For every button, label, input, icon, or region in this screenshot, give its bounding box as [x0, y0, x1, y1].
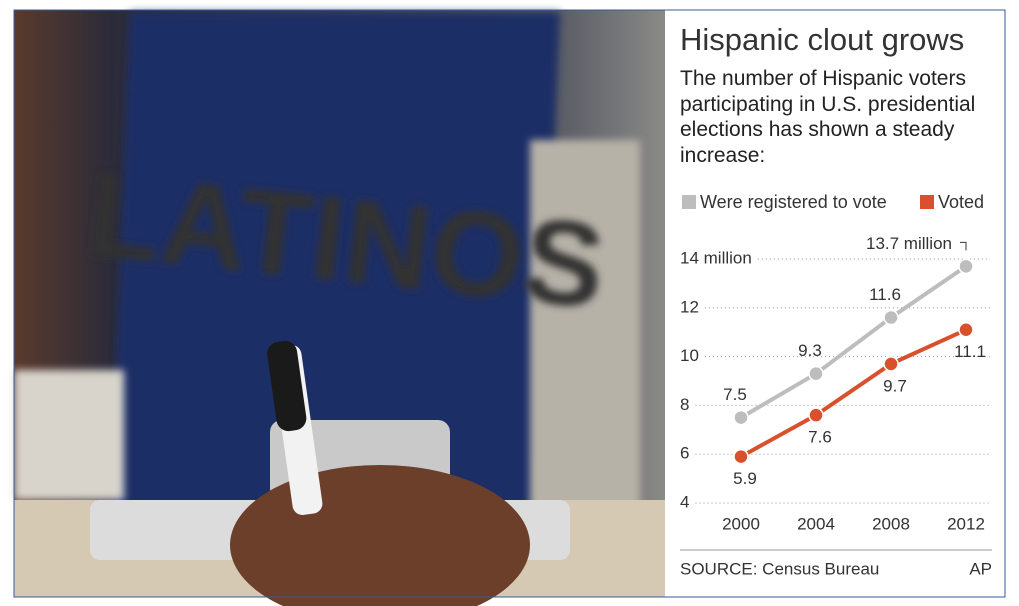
data-label: 11.1 — [954, 342, 986, 361]
chart-panel — [665, 10, 1005, 597]
photo: LATINOS — [14, 10, 665, 606]
label-leader — [960, 241, 967, 251]
x-tick-label: 2012 — [947, 514, 985, 533]
y-tick-label: 12 — [680, 297, 699, 316]
data-label: 5.9 — [733, 469, 757, 488]
y-tick-label: 4 — [680, 492, 689, 511]
source: SOURCE: Census Bureau — [680, 559, 879, 578]
legend-label: Were registered to vote — [700, 192, 887, 212]
data-point — [883, 356, 899, 372]
series-line — [740, 327, 967, 459]
data-point — [808, 407, 824, 423]
y-tick-label: 10 — [680, 346, 699, 365]
credit: AP — [969, 559, 992, 578]
legend-label: Voted — [938, 192, 984, 212]
y-tick-label: 8 — [680, 395, 689, 414]
data-point — [733, 409, 749, 426]
data-label: 7.5 — [723, 385, 747, 404]
x-tick-label: 2004 — [797, 514, 835, 533]
y-tick-label: 14 million — [680, 248, 752, 267]
y-tick-label: 6 — [680, 444, 689, 463]
data-label: 9.7 — [883, 376, 907, 395]
data-point — [808, 365, 824, 382]
frame — [13, 9, 1006, 598]
x-tick-label: 2000 — [722, 514, 760, 533]
legend-swatch — [920, 195, 934, 209]
data-label: 9.3 — [798, 341, 822, 360]
data-label: 13.7 million — [866, 234, 952, 253]
data-point — [958, 322, 974, 338]
data-point — [883, 309, 899, 326]
chart-subtitle: The number of Hispanic voters participat… — [680, 67, 976, 167]
legend-swatch — [682, 195, 696, 209]
chart-title: Hispanic clout grows — [680, 22, 964, 57]
data-label: 7.6 — [808, 428, 832, 447]
series-line — [739, 264, 968, 420]
x-tick-label: 2008 — [872, 514, 910, 533]
data-point — [733, 448, 749, 465]
data-point — [958, 258, 974, 275]
data-label: 11.6 — [869, 285, 901, 304]
